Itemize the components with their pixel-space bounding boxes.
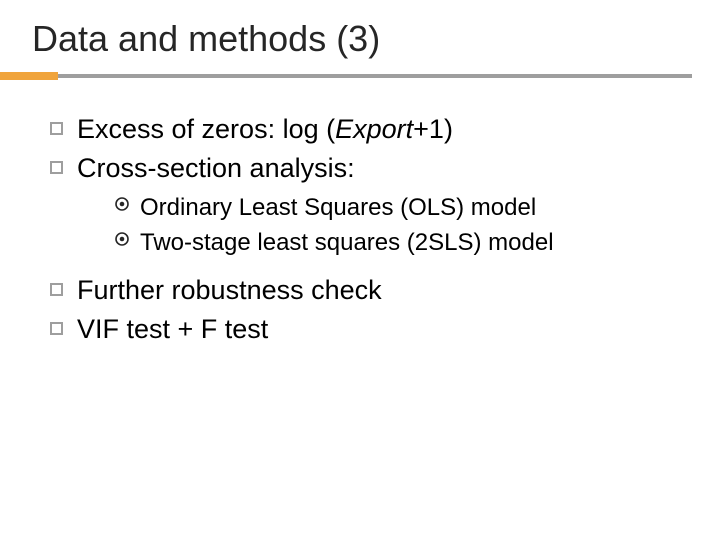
list-item-text: Further robustness check — [77, 273, 382, 308]
rule-accent — [0, 72, 58, 80]
sub-list-item-text: Two-stage least squares (2SLS) model — [140, 227, 554, 259]
target-bullet-icon — [114, 231, 130, 247]
text-italic: Export — [335, 114, 413, 144]
slide-title: Data and methods (3) — [28, 18, 692, 60]
list-item: VIF test + F test — [36, 312, 692, 347]
list-item-text: Cross-section analysis: — [77, 151, 355, 186]
sub-list: Ordinary Least Squares (OLS) model Two-s… — [36, 192, 692, 259]
text-run: Excess of zeros: log ( — [77, 114, 335, 144]
square-bullet-icon — [50, 122, 63, 135]
title-rule — [28, 72, 692, 82]
square-bullet-icon — [50, 283, 63, 296]
sub-list-item: Two-stage least squares (2SLS) model — [114, 227, 692, 259]
text-run: +1) — [413, 114, 453, 144]
list-item: Excess of zeros: log (Export+1) — [36, 112, 692, 147]
list-item-text: VIF test + F test — [77, 312, 268, 347]
list-item-text: Excess of zeros: log (Export+1) — [77, 112, 453, 147]
slide: Data and methods (3) Excess of zeros: lo… — [0, 0, 720, 540]
sub-list-item: Ordinary Least Squares (OLS) model — [114, 192, 692, 224]
list-item: Cross-section analysis: — [36, 151, 692, 186]
square-bullet-icon — [50, 161, 63, 174]
content: Excess of zeros: log (Export+1) Cross-se… — [28, 112, 692, 347]
sub-list-item-text: Ordinary Least Squares (OLS) model — [140, 192, 536, 224]
square-bullet-icon — [50, 322, 63, 335]
rule-grey — [28, 74, 692, 78]
list-item: Further robustness check — [36, 273, 692, 308]
target-bullet-icon — [114, 196, 130, 212]
